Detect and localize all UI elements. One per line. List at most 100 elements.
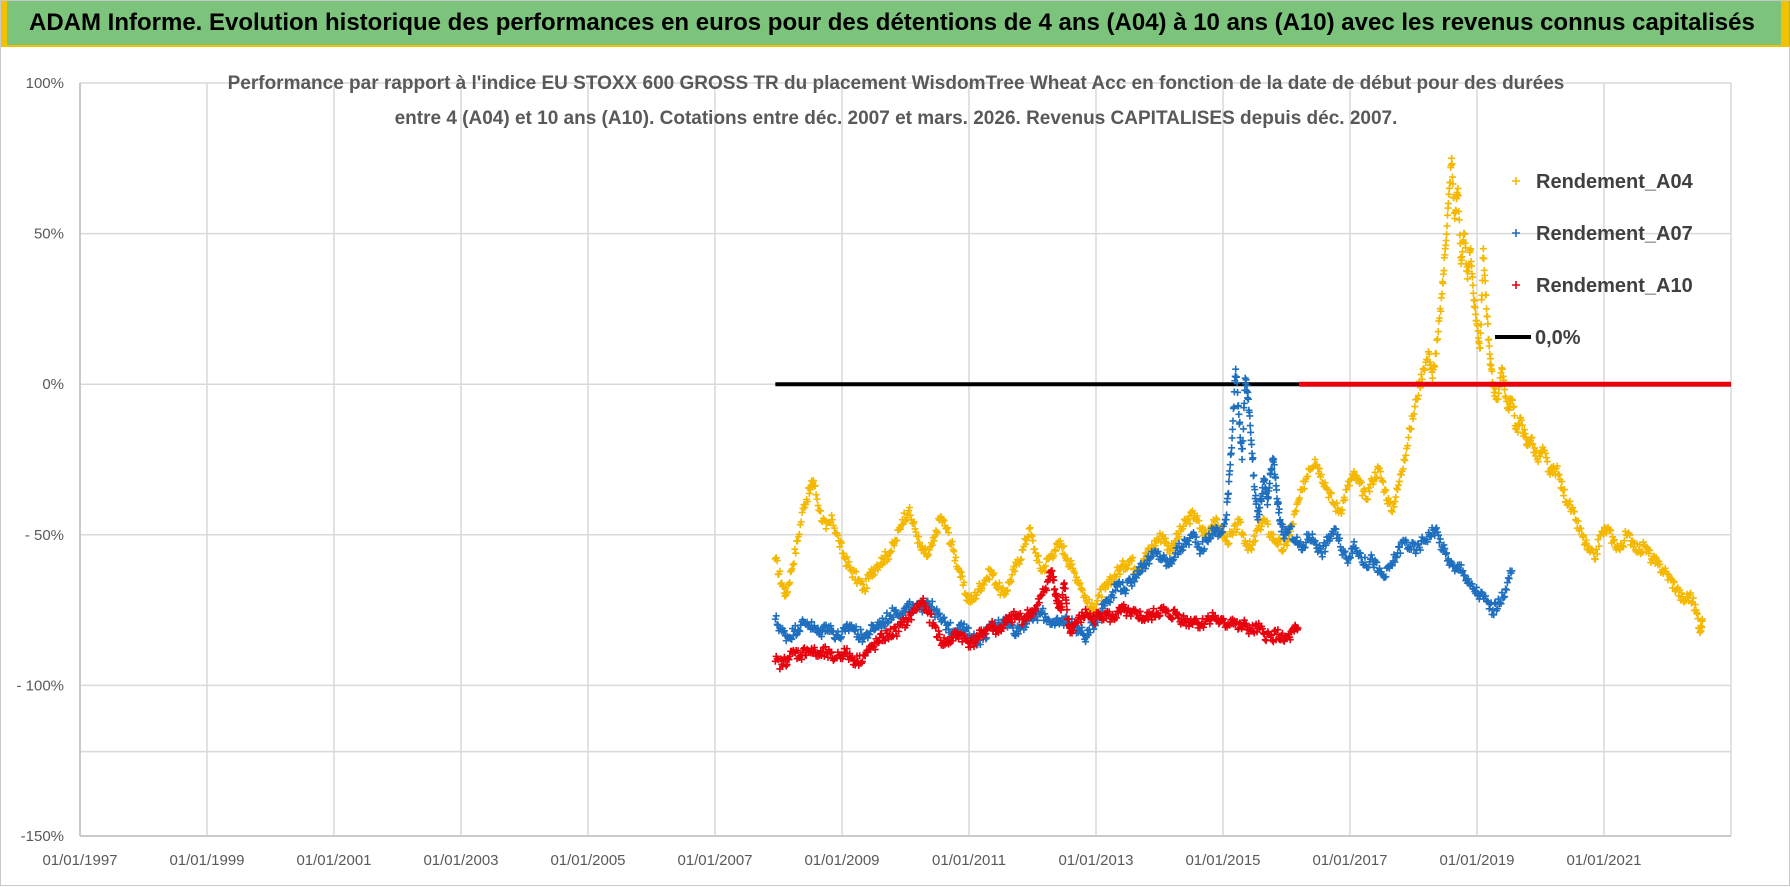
data-point <box>1582 536 1590 544</box>
data-point <box>1242 376 1250 384</box>
data-point <box>846 563 854 571</box>
data-point <box>933 605 941 613</box>
data-point <box>1478 589 1486 597</box>
data-point <box>1075 580 1083 588</box>
data-point <box>852 623 860 631</box>
data-point <box>980 581 988 589</box>
data-point <box>1468 273 1476 281</box>
data-point <box>1378 477 1386 485</box>
data-point <box>957 568 965 576</box>
data-point <box>1528 433 1536 441</box>
data-point <box>919 594 927 602</box>
data-point <box>1445 184 1453 192</box>
data-point <box>1138 567 1146 575</box>
legend-marker <box>1512 229 1520 237</box>
data-point <box>1437 307 1445 315</box>
data-point <box>1318 553 1326 561</box>
data-point <box>1161 534 1169 542</box>
data-point <box>791 545 799 553</box>
data-point <box>1076 579 1084 587</box>
data-point <box>773 557 781 565</box>
data-point <box>1382 486 1390 494</box>
data-point <box>1420 365 1428 373</box>
data-point <box>1502 586 1510 594</box>
data-point <box>818 632 826 640</box>
data-point <box>1101 602 1109 610</box>
data-point <box>1061 551 1069 559</box>
data-point <box>900 509 908 517</box>
data-point <box>1170 553 1178 561</box>
data-point <box>1479 245 1487 253</box>
data-point <box>1213 516 1221 524</box>
data-point <box>794 647 802 655</box>
data-point <box>1236 418 1244 426</box>
data-point <box>1698 615 1706 623</box>
data-point <box>1620 543 1627 551</box>
x-tick-label: 01/01/2015 <box>1185 852 1260 869</box>
data-point <box>1687 589 1695 597</box>
data-point <box>779 628 787 636</box>
data-point <box>1028 532 1036 540</box>
data-point <box>1449 180 1457 188</box>
data-point <box>1041 610 1049 618</box>
x-tick-label: 01/01/2019 <box>1439 852 1514 869</box>
data-point <box>1091 620 1099 628</box>
data-point <box>795 530 803 538</box>
data-point <box>1180 612 1188 620</box>
data-point <box>965 624 973 632</box>
x-tick-label: 01/01/2007 <box>677 852 752 869</box>
data-point <box>1505 575 1513 583</box>
data-point <box>1063 599 1071 607</box>
data-point <box>828 511 836 519</box>
legend-label: Rendement_A04 <box>1536 171 1694 193</box>
data-point <box>1364 495 1372 503</box>
data-point <box>1154 547 1162 555</box>
data-point <box>858 658 866 666</box>
data-point <box>897 525 905 533</box>
data-point <box>865 574 873 582</box>
data-point <box>978 585 986 593</box>
data-point <box>1065 615 1073 623</box>
data-point <box>1610 536 1618 544</box>
data-point <box>1014 630 1022 638</box>
data-point <box>911 525 919 533</box>
data-point <box>1418 375 1426 383</box>
data-point <box>1278 547 1286 555</box>
data-point <box>1329 529 1337 537</box>
data-point <box>986 566 994 574</box>
data-point <box>866 630 874 638</box>
data-point <box>1490 611 1498 619</box>
data-point <box>925 550 933 558</box>
data-point <box>1429 374 1437 382</box>
data-point <box>1447 161 1455 169</box>
data-point <box>1316 465 1324 473</box>
data-point <box>1344 559 1352 567</box>
data-point <box>1534 458 1542 466</box>
data-point <box>845 558 853 566</box>
data-point <box>951 557 959 565</box>
data-point <box>936 609 944 617</box>
data-point <box>1194 540 1202 548</box>
data-point <box>1035 558 1043 566</box>
data-point <box>1606 525 1614 533</box>
data-point <box>1255 511 1263 519</box>
data-point <box>1367 551 1375 559</box>
data-point <box>1232 365 1240 373</box>
data-point <box>1311 537 1319 545</box>
data-point <box>1132 574 1140 582</box>
data-point <box>1261 636 1269 644</box>
data-point <box>1122 586 1130 594</box>
data-point <box>845 627 853 635</box>
data-point <box>1385 494 1393 502</box>
data-point <box>1228 434 1236 442</box>
data-point <box>1361 553 1369 561</box>
data-point <box>867 627 875 635</box>
data-point <box>940 517 948 525</box>
data-point <box>1016 610 1024 618</box>
data-point <box>888 631 896 639</box>
data-point <box>1350 468 1358 476</box>
series-Rendement_A07 <box>771 365 1516 649</box>
data-point <box>809 477 817 485</box>
data-point <box>1440 541 1448 549</box>
